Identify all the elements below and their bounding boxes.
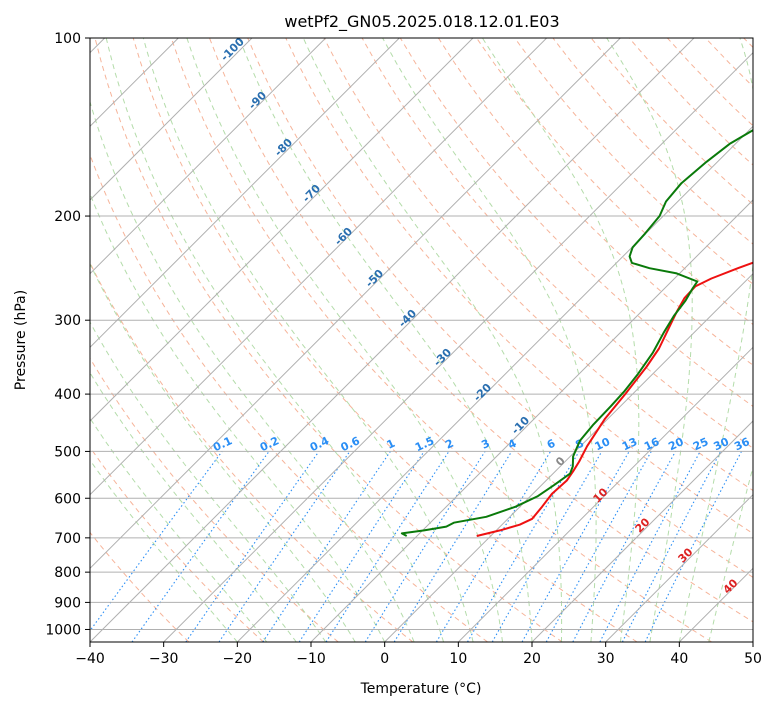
y-tick-label: 400 <box>54 387 81 403</box>
dry-adiabat <box>90 446 264 642</box>
y-tick-label: 1000 <box>45 622 81 638</box>
x-tick-label: 0 <box>380 651 389 667</box>
isotherm-line <box>90 38 474 422</box>
series <box>400 129 753 537</box>
x-axis-title: Temperature (°C) <box>360 681 482 697</box>
dry-adiabat <box>247 38 753 578</box>
moist-adiabat <box>238 38 533 642</box>
dry-adiabat <box>514 38 753 285</box>
y-tick-label: 700 <box>54 531 81 547</box>
x-tick-label: −20 <box>223 651 253 667</box>
mixing-ratio-label: 25 <box>691 435 710 453</box>
temperature-line <box>476 261 753 537</box>
x-tick-label: 20 <box>523 651 541 667</box>
moist-adiabat <box>606 38 693 642</box>
plot-frame <box>89 37 754 643</box>
mixing-ratio-line <box>545 451 652 642</box>
x-tick-label: 50 <box>744 651 762 667</box>
dry-adiabat <box>90 531 190 642</box>
isotherm-line <box>90 38 695 642</box>
isotherm-line <box>90 38 253 201</box>
axes: −40 −30 −20 −10 0 10 20 30 40 50 100 200 300 400 500 60… <box>45 31 762 667</box>
isotherm-line <box>236 125 753 642</box>
isotherm-line <box>90 38 327 275</box>
dry-adiabat <box>132 38 638 642</box>
moist-adiabat <box>105 38 445 642</box>
mixing-ratio-line <box>644 451 742 642</box>
mixing-ratio-line <box>298 451 425 642</box>
y-tick-label: 900 <box>54 595 81 611</box>
x-tick-label: 40 <box>670 651 688 667</box>
isotherm-line <box>605 493 753 642</box>
isotherm-line <box>310 199 753 642</box>
moist-adiabat <box>142 38 474 642</box>
y-tick-label: 200 <box>54 209 81 225</box>
mixing-ratio-line <box>572 451 676 642</box>
moist-adiabat <box>90 262 356 642</box>
mixing-ratio-label: 36 <box>732 435 752 453</box>
x-tick-label: 30 <box>597 651 615 667</box>
dry-adiabat <box>94 38 563 642</box>
mixing-ratio-line <box>90 451 223 632</box>
moist-adiabat <box>481 38 640 642</box>
dry-adiabat <box>90 357 339 642</box>
moist-adiabat <box>90 417 268 642</box>
moist-adiabat <box>90 371 297 642</box>
dry-adiabat <box>399 38 753 408</box>
mixing-ratio-label: 10 <box>593 435 613 453</box>
mixing-ratio-line <box>393 451 513 642</box>
mixing-ratio-line <box>218 451 351 642</box>
isotherm-line <box>531 420 753 642</box>
isotherm-line <box>384 272 753 642</box>
mixing-ratio-line <box>325 451 450 642</box>
y-axis-title: Pressure (hPa) <box>13 290 29 390</box>
moist-adiabat <box>90 459 238 642</box>
mixing-ratio-line <box>621 451 722 642</box>
dry-adiabat <box>90 153 488 642</box>
mixing-ratio-label: 16 <box>642 435 662 453</box>
mixing-ratio-label: 13 <box>620 435 639 453</box>
y-tick-label: 800 <box>54 565 81 581</box>
x-tick-label: −40 <box>75 651 105 667</box>
isotherm-line <box>90 38 400 349</box>
x-tick-label: −10 <box>296 651 326 667</box>
mixing-ratio-label: 20 <box>666 435 686 453</box>
mixing-ratio-line <box>185 451 320 642</box>
mixing-ratio-line <box>521 451 630 642</box>
isotherm-line <box>163 51 753 642</box>
mixing-ratio-line <box>262 451 391 642</box>
y-tick-label: 600 <box>54 491 81 507</box>
x-tick-label: 10 <box>449 651 467 667</box>
dry-adiabat <box>170 38 712 642</box>
isotherm-line <box>90 38 621 570</box>
y-tick-label: 300 <box>54 313 81 329</box>
moist-adiabat <box>382 38 597 642</box>
x-tick-label: −30 <box>149 651 179 667</box>
isotherm-line <box>90 38 548 496</box>
y-tick-label: 100 <box>54 31 81 47</box>
isotherm-line <box>457 346 753 642</box>
dewpoint-line <box>400 129 753 537</box>
moist-adiabat <box>90 192 386 642</box>
y-tick-label: 500 <box>54 444 81 460</box>
grid <box>90 38 753 642</box>
mixing-ratio-label: 30 <box>712 435 732 453</box>
chart-title: wetPf2_GN05.2025.018.12.01.E03 <box>284 12 559 32</box>
